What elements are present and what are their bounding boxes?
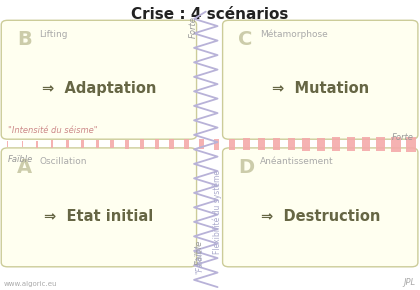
Bar [66,140,68,148]
Bar [391,137,401,151]
FancyBboxPatch shape [223,20,418,139]
Text: Faïble: Faïble [194,240,204,265]
Text: ⇒  Etat initial: ⇒ Etat initial [44,209,154,224]
Bar [7,141,8,147]
Text: Oscillation: Oscillation [39,157,87,166]
Text: C: C [238,30,252,50]
Bar [184,139,189,149]
Text: "Faïble": "Faïble" [195,244,204,274]
Bar [51,140,53,148]
Bar [406,137,416,152]
Text: A: A [17,158,32,177]
Text: JPL: JPL [404,278,416,287]
FancyBboxPatch shape [1,20,197,139]
Bar [96,140,99,148]
Text: ⇒  Destruction: ⇒ Destruction [260,209,380,224]
Bar [332,137,340,151]
Bar [22,141,23,148]
Bar [288,138,295,151]
Text: Forte: Forte [189,16,198,38]
Text: "Intensité du séisme": "Intensité du séisme" [8,126,97,135]
Bar [302,138,310,151]
Text: Faïble: Faïble [8,155,33,164]
Bar [199,139,205,149]
Bar [170,139,174,149]
Bar [125,140,129,148]
Bar [243,138,249,150]
Bar [81,140,84,148]
FancyBboxPatch shape [223,148,418,267]
Bar [140,139,144,149]
Bar [273,138,280,150]
Bar [362,137,370,151]
Bar [258,138,265,150]
Text: Anéantissement: Anéantissement [260,157,334,166]
Bar [37,141,38,148]
Bar [214,139,219,150]
Bar [347,137,355,151]
Bar [317,137,325,151]
FancyBboxPatch shape [1,148,197,267]
Text: B: B [17,30,32,50]
Text: Crise : 4 scénarios: Crise : 4 scénarios [131,7,289,22]
Text: www.algoric.eu: www.algoric.eu [4,281,58,287]
Bar [110,140,114,148]
Bar [228,139,234,150]
Text: Lifting: Lifting [39,30,68,39]
Text: D: D [238,158,254,177]
Text: Métamorphose: Métamorphose [260,30,328,39]
Text: Flexibilité du système: Flexibilité du système [213,170,223,254]
Text: Forte: Forte [392,133,414,142]
Bar [155,139,159,149]
Bar [376,137,386,151]
Text: ⇒  Adaptation: ⇒ Adaptation [42,81,156,96]
Text: ⇒  Mutation: ⇒ Mutation [272,81,369,96]
